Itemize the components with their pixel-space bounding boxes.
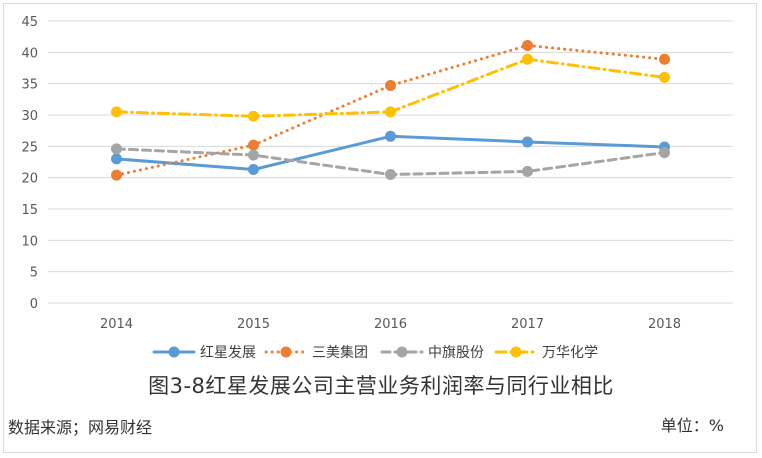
legend-item: 三美集团	[264, 344, 368, 361]
figure-caption: 图3-8红星发展公司主营业务利润率与同行业相比	[148, 374, 614, 398]
x-tick-label: 2016	[374, 317, 407, 332]
y-tick-label: 10	[21, 234, 38, 249]
data-point	[111, 169, 122, 181]
data-point	[248, 149, 259, 161]
legend-item: 万华化学	[494, 345, 598, 361]
source-note: 数据来源；网易财经	[8, 418, 153, 437]
y-tick-label: 35	[21, 78, 38, 93]
series-1	[111, 130, 670, 176]
data-point	[248, 164, 259, 176]
x-tick-label: 2014	[100, 317, 133, 332]
legend-marker	[510, 346, 522, 358]
data-point	[385, 169, 396, 181]
data-point	[385, 130, 396, 142]
legend-label: 三美集团	[312, 344, 368, 361]
series-4	[111, 53, 670, 122]
series-lines	[111, 39, 670, 181]
y-tick-label: 5	[30, 266, 38, 281]
y-tick-label: 45	[21, 15, 38, 30]
legend-marker	[280, 346, 292, 358]
data-point	[522, 165, 533, 177]
series-3	[111, 143, 670, 181]
legend-label: 中旗股份	[428, 345, 484, 361]
y-tick-label: 0	[30, 297, 38, 312]
data-point	[111, 143, 122, 155]
data-point	[248, 139, 259, 151]
x-tick-label: 2018	[648, 317, 681, 332]
legend-label: 红星发展	[200, 345, 256, 361]
gridlines	[48, 20, 733, 304]
data-point	[385, 80, 396, 92]
y-tick-label: 25	[21, 140, 38, 155]
x-tick-label: 2015	[237, 317, 270, 332]
data-point	[111, 153, 122, 165]
legend-item: 中旗股份	[380, 345, 484, 361]
legend: 红星发展 三美集团 中旗股份 万华化学	[152, 344, 598, 361]
legend-marker	[168, 346, 180, 358]
legend-label: 万华化学	[542, 345, 598, 361]
data-point	[659, 53, 670, 65]
legend-marker	[396, 346, 408, 358]
data-point	[522, 136, 533, 148]
legend-item: 红星发展	[152, 345, 256, 361]
chart-frame	[3, 3, 757, 453]
x-tick-label: 2017	[511, 317, 544, 332]
data-point	[522, 39, 533, 51]
y-tick-label: 20	[21, 172, 38, 187]
data-point	[659, 71, 670, 83]
data-point	[522, 53, 533, 65]
data-point	[385, 106, 396, 118]
y-tick-label: 30	[21, 109, 38, 124]
unit-note: 单位：%	[660, 416, 724, 435]
y-tick-label: 40	[21, 46, 38, 61]
series-2	[111, 39, 670, 181]
y-tick-label: 15	[21, 203, 38, 218]
data-point	[659, 147, 670, 159]
x-axis-ticks: 2014 2015 2016 2017 2018	[100, 317, 681, 332]
y-axis-ticks: 0 5 10 15 20 25 30 35 40 45	[21, 15, 38, 312]
data-point	[111, 106, 122, 118]
data-point	[248, 110, 259, 122]
